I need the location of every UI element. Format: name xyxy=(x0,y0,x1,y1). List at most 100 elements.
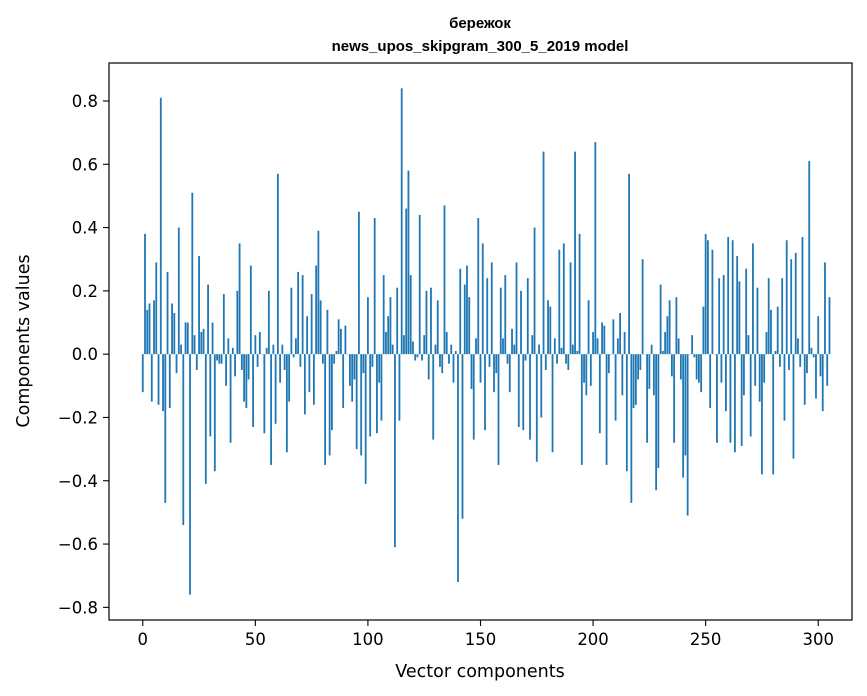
bar xyxy=(283,354,286,370)
bar xyxy=(331,354,333,431)
bar xyxy=(396,287,399,355)
bar xyxy=(157,354,160,405)
bar xyxy=(191,192,194,355)
bar xyxy=(450,344,453,355)
bar xyxy=(162,354,164,412)
bar xyxy=(666,316,669,355)
bar xyxy=(675,297,678,355)
bar xyxy=(630,354,633,503)
bar xyxy=(535,354,538,462)
y-axis-label: Components values xyxy=(14,254,34,427)
bar xyxy=(324,354,327,465)
bar xyxy=(351,354,354,402)
bar xyxy=(524,354,527,361)
bar xyxy=(430,287,432,355)
bar xyxy=(704,233,707,355)
bar xyxy=(141,354,144,393)
bar xyxy=(301,275,304,355)
bar xyxy=(686,354,689,516)
bar xyxy=(198,256,200,355)
bar xyxy=(679,354,682,380)
bar xyxy=(601,322,603,355)
bar xyxy=(445,332,448,355)
bar xyxy=(652,354,655,396)
bar xyxy=(405,208,408,355)
bar xyxy=(220,354,223,364)
bar xyxy=(547,300,549,355)
bar xyxy=(553,338,556,355)
bar xyxy=(319,300,322,355)
bar xyxy=(177,227,180,355)
bar xyxy=(567,354,570,370)
bar xyxy=(288,354,291,402)
x-tick-label: 150 xyxy=(465,630,497,649)
bar xyxy=(184,322,187,355)
bar xyxy=(303,354,306,415)
bar xyxy=(502,338,504,355)
bar xyxy=(369,354,372,437)
bar xyxy=(412,341,414,355)
bar xyxy=(522,354,525,431)
bar xyxy=(382,275,385,355)
bar xyxy=(560,347,563,355)
bar xyxy=(801,237,804,355)
bar xyxy=(281,344,284,355)
bar xyxy=(371,354,374,367)
bar xyxy=(222,294,225,355)
bar xyxy=(457,354,459,583)
bar xyxy=(598,354,601,434)
bar xyxy=(358,211,360,355)
bar xyxy=(466,265,468,355)
chart-subtitle: news_upos_skipgram_300_5_2019 model xyxy=(332,38,629,55)
bar xyxy=(326,309,329,355)
bar xyxy=(826,354,829,386)
bar xyxy=(434,344,437,355)
bar xyxy=(495,354,498,374)
bar xyxy=(803,354,806,405)
bar xyxy=(267,290,270,355)
bar xyxy=(409,275,412,355)
bar xyxy=(202,328,205,355)
bar xyxy=(549,306,552,355)
bar xyxy=(337,319,340,355)
x-tick-label: 50 xyxy=(245,630,266,649)
bar xyxy=(306,316,309,355)
bar xyxy=(529,354,531,440)
bar xyxy=(175,354,178,374)
bar xyxy=(475,338,477,355)
bar xyxy=(657,354,660,469)
bar xyxy=(290,287,293,355)
bar xyxy=(709,354,712,408)
bar xyxy=(603,325,606,355)
bar xyxy=(418,214,421,355)
bar xyxy=(808,161,811,355)
bar xyxy=(625,354,628,472)
bar xyxy=(364,354,367,484)
bar xyxy=(756,287,759,355)
bar xyxy=(517,354,520,427)
bar xyxy=(761,354,763,475)
bar xyxy=(783,354,786,421)
bar xyxy=(200,332,203,355)
y-tick-label: −0.2 xyxy=(58,408,98,427)
bar xyxy=(213,354,216,472)
bar xyxy=(641,259,644,355)
bar xyxy=(443,205,446,355)
bar xyxy=(243,354,245,402)
bar xyxy=(693,354,696,358)
y-tick-label: 0.4 xyxy=(72,219,98,238)
bar xyxy=(229,354,232,443)
bar xyxy=(373,218,376,355)
bar xyxy=(270,354,273,465)
bar xyxy=(587,300,590,355)
bar xyxy=(436,300,439,355)
bar xyxy=(767,278,770,355)
bar xyxy=(747,335,750,355)
bar xyxy=(272,344,275,355)
bar xyxy=(240,354,243,370)
chart-title: бережок xyxy=(449,15,511,32)
bar xyxy=(403,335,405,355)
y-tick-label: −0.8 xyxy=(58,598,98,617)
bar xyxy=(245,354,248,408)
